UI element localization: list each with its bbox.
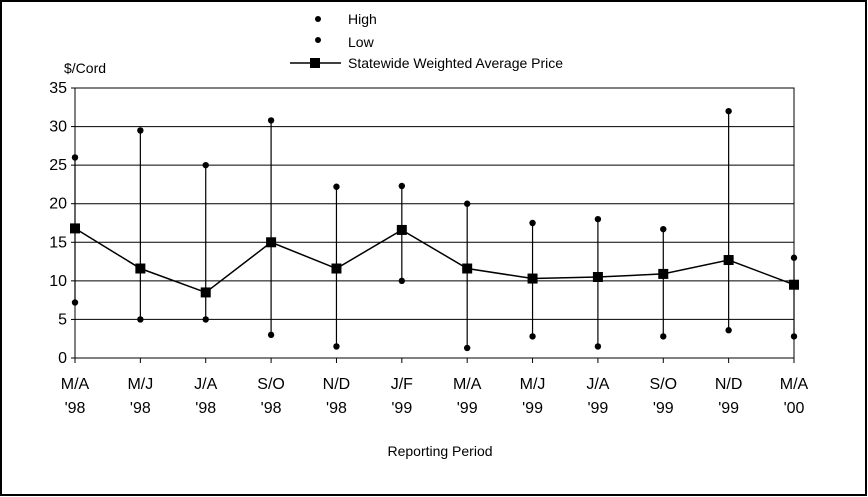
y-axis-ticks: 0 5 10 15 20 25 30 35 xyxy=(49,80,75,367)
y-tick-label: 20 xyxy=(49,196,67,213)
low-point xyxy=(725,327,732,334)
legend-low-marker xyxy=(315,37,321,43)
average-price-point xyxy=(396,224,407,235)
x-tick-label-year: '98 xyxy=(261,400,282,417)
legend-average-label: Statewide Weighted Average Price xyxy=(348,55,563,71)
legend-high-label: High xyxy=(348,11,377,27)
x-axis-label: Reporting Period xyxy=(387,443,492,459)
x-tick-label-period: M/A xyxy=(780,376,809,393)
x-tick-label-year: '99 xyxy=(587,400,608,417)
average-price-point xyxy=(331,263,342,274)
y-tick-label: 25 xyxy=(49,157,67,174)
average-price-point xyxy=(135,263,146,274)
average-price-series-line xyxy=(74,227,795,294)
x-tick-label-period: J/A xyxy=(194,376,217,393)
low-point xyxy=(594,343,602,350)
x-tick-label-year: '99 xyxy=(391,400,412,417)
y-tick-label: 15 xyxy=(49,234,67,251)
high-point xyxy=(790,254,798,261)
x-tick-label-period: N/D xyxy=(323,376,351,393)
legend-high-marker xyxy=(315,16,321,22)
x-tick-label-year: '00 xyxy=(784,400,805,417)
average-price-line xyxy=(74,227,795,294)
legend: High Low Statewide Weighted Average Pric… xyxy=(290,11,563,71)
x-tick-label-period: S/O xyxy=(257,376,285,393)
x-tick-label-period: M/A xyxy=(453,376,482,393)
x-tick-label-year: '99 xyxy=(653,400,674,417)
y-axis-label: $/Cord xyxy=(64,60,106,76)
high-point xyxy=(202,161,209,169)
legend-low-label: Low xyxy=(348,34,375,50)
x-tick-label-period: M/J xyxy=(127,376,153,393)
low-point xyxy=(660,333,667,340)
x-tick-label-period: S/O xyxy=(649,376,677,393)
y-tick-label: 35 xyxy=(49,80,67,97)
x-tick-label-period: J/A xyxy=(586,376,609,393)
x-tick-label-period: M/A xyxy=(61,376,90,393)
low-point xyxy=(267,331,275,339)
average-price-point xyxy=(789,279,799,290)
average-price-point xyxy=(70,223,80,234)
data-markers xyxy=(70,107,799,352)
y-tick-label: 5 xyxy=(58,311,67,328)
high-point xyxy=(594,215,602,223)
average-price-point xyxy=(266,237,277,248)
average-price-point xyxy=(592,272,603,282)
high-point xyxy=(398,182,406,190)
high-point xyxy=(267,117,275,124)
low-point xyxy=(333,343,340,350)
x-tick-label-year: '99 xyxy=(457,400,478,417)
high-point xyxy=(137,127,144,134)
high-point xyxy=(725,107,732,115)
average-price-point xyxy=(527,273,538,284)
y-tick-label: 0 xyxy=(58,350,67,367)
low-point xyxy=(529,333,536,340)
x-tick-label-year: '98 xyxy=(195,400,216,417)
x-axis-ticks: M/A '98 M/J '98 J/A '98 S/O '98 N/D '98 J/F '99 M/A '… xyxy=(61,358,809,417)
y-tick-label: 10 xyxy=(49,273,67,290)
x-tick-label-year: '98 xyxy=(65,400,86,417)
average-price-point xyxy=(723,255,734,266)
x-tick-label-year: '98 xyxy=(326,400,347,417)
high-point xyxy=(333,183,340,190)
high-point xyxy=(529,219,536,227)
y-tick-label: 30 xyxy=(49,119,67,136)
average-price-point xyxy=(200,287,211,298)
legend-average-marker xyxy=(310,58,320,68)
x-tick-label-period: N/D xyxy=(715,376,743,393)
x-tick-label-year: '98 xyxy=(130,400,151,417)
x-tick-label-year: '99 xyxy=(718,400,739,417)
x-tick-label-year: '99 xyxy=(522,400,543,417)
high-point xyxy=(463,200,471,207)
x-tick-label-period: J/F xyxy=(391,376,413,393)
low-point xyxy=(202,316,209,323)
low-point xyxy=(463,344,471,352)
average-price-point xyxy=(658,268,669,279)
average-price-point xyxy=(462,263,473,274)
x-tick-label-period: M/J xyxy=(520,376,546,393)
high-point xyxy=(71,154,79,161)
high-point xyxy=(660,225,667,233)
low-point xyxy=(137,316,144,323)
low-point xyxy=(790,333,798,340)
grid-lines xyxy=(75,126,794,320)
low-point xyxy=(398,277,406,285)
low-point xyxy=(71,299,79,306)
